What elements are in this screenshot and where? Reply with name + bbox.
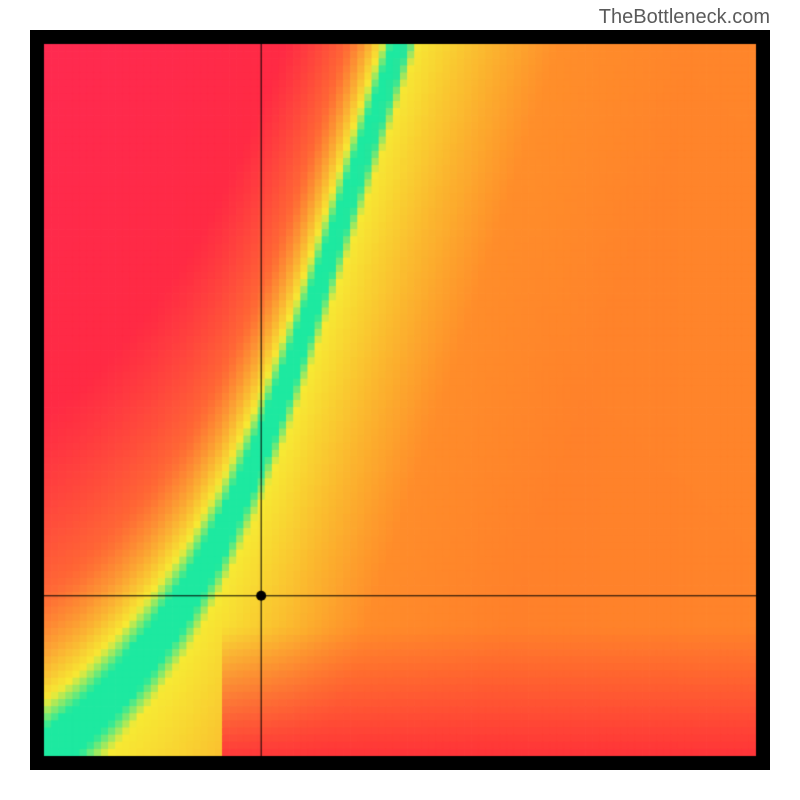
bottleneck-heatmap [30,30,770,770]
watermark-text: TheBottleneck.com [599,6,770,29]
